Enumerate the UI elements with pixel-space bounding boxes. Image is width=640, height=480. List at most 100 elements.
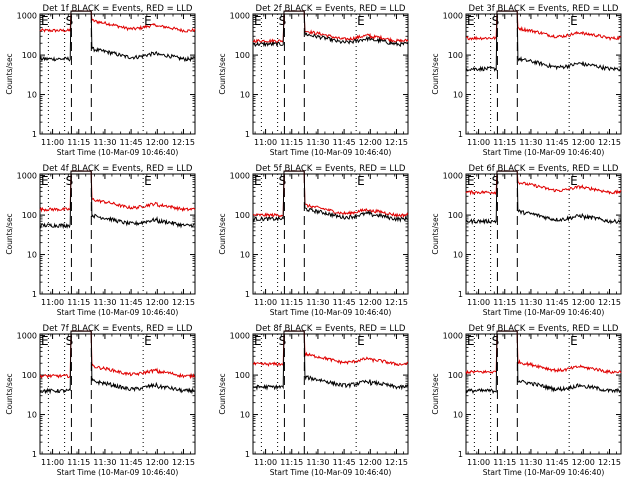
x-tick-label: 11:00 (254, 458, 277, 467)
x-tick-label: 11:00 (254, 298, 277, 307)
x-axis-label: Start Time (10-Mar-09 10:46:40) (57, 468, 179, 477)
x-tick-label: 11:00 (41, 458, 64, 467)
x-tick-label: 11:30 (93, 138, 116, 147)
x-tick-label: 11:15 (67, 138, 90, 147)
y-tick-label: 10 (453, 91, 463, 100)
y-axis-label: Counts/sec (431, 373, 440, 414)
y-tick-label: 1000 (443, 172, 463, 181)
panel-title: Det 2f BLACK = Events, RED = LLD (256, 4, 406, 14)
end-marker-label: E (357, 334, 365, 348)
detector-panel-3: Det 3f BLACK = Events, RED = LLD Counts/s… (431, 4, 622, 157)
y-axis-label: Counts/sec (5, 53, 14, 94)
x-tick-label: 12:15 (172, 298, 195, 307)
y-axis-label: Counts/sec (218, 373, 227, 414)
end-marker-label: E (570, 14, 578, 28)
y-tick-label: 100 (448, 211, 463, 220)
panel-title: Det 4f BLACK = Events, RED = LLD (43, 164, 193, 174)
x-tick-label: 11:30 (519, 298, 542, 307)
start-marker-label: S (66, 174, 74, 188)
plot-frame (39, 333, 196, 455)
y-tick-label: 100 (235, 211, 250, 220)
x-tick-label: 12:15 (385, 138, 408, 147)
detector-panel-8: Det 8f BLACK = Events, RED = LLD Counts/s… (218, 324, 409, 477)
x-tick-label: 11:45 (333, 458, 356, 467)
x-tick-label: 11:30 (519, 138, 542, 147)
y-tick-label: 1 (32, 130, 37, 139)
events-series-line (465, 10, 622, 73)
y-tick-label: 1000 (17, 12, 37, 21)
x-tick-label: 11:15 (493, 138, 516, 147)
x-tick-label: 11:45 (546, 458, 569, 467)
x-tick-label: 11:00 (467, 298, 490, 307)
events-series-line (252, 170, 409, 223)
lld-series-line (39, 170, 196, 213)
x-tick-label: 11:15 (493, 298, 516, 307)
lld-series-line (252, 330, 409, 367)
corner-marker-label: E (254, 14, 262, 28)
y-tick-label: 100 (448, 371, 463, 380)
x-tick-label: 11:45 (120, 298, 143, 307)
y-tick-label: 10 (240, 251, 250, 260)
corner-marker-label: E (467, 174, 475, 188)
y-tick-label: 10 (453, 251, 463, 260)
plot-frame (252, 173, 409, 295)
end-marker-label: E (570, 334, 578, 348)
corner-marker-label: E (41, 14, 49, 28)
x-tick-label: 12:00 (572, 138, 595, 147)
y-tick-label: 100 (22, 51, 37, 60)
detector-panel-6: Det 6f BLACK = Events, RED = LLD Counts/s… (431, 164, 622, 317)
x-tick-label: 11:00 (41, 298, 64, 307)
x-tick-label: 11:45 (333, 298, 356, 307)
plot-frame (465, 173, 622, 295)
panel-title: Det 1f BLACK = Events, RED = LLD (43, 4, 193, 14)
x-tick-label: 11:30 (93, 298, 116, 307)
x-tick-label: 11:30 (306, 138, 329, 147)
x-tick-label: 11:15 (280, 458, 303, 467)
x-tick-label: 12:00 (359, 458, 382, 467)
x-tick-label: 11:30 (519, 458, 542, 467)
end-marker-label: E (570, 174, 578, 188)
panel-title: Det 7f BLACK = Events, RED = LLD (43, 324, 193, 334)
events-series-line (465, 330, 622, 395)
y-tick-label: 100 (22, 211, 37, 220)
y-tick-label: 100 (235, 371, 250, 380)
y-axis-label: Counts/sec (5, 373, 14, 414)
x-tick-label: 11:00 (467, 458, 490, 467)
y-tick-label: 10 (453, 411, 463, 420)
y-tick-label: 1 (245, 130, 250, 139)
panel-title: Det 9f BLACK = Events, RED = LLD (469, 324, 619, 334)
y-tick-label: 100 (22, 371, 37, 380)
x-tick-label: 12:00 (146, 298, 169, 307)
lld-series-line (465, 170, 622, 196)
detector-panel-9: Det 9f BLACK = Events, RED = LLD Counts/s… (431, 324, 622, 477)
lld-series-line (252, 10, 409, 44)
x-tick-label: 12:15 (172, 458, 195, 467)
corner-marker-label: E (41, 174, 49, 188)
panel-title: Det 3f BLACK = Events, RED = LLD (469, 4, 619, 14)
x-tick-label: 12:15 (385, 298, 408, 307)
corner-marker-label: E (467, 14, 475, 28)
y-tick-label: 1 (245, 290, 250, 299)
x-tick-label: 12:15 (172, 138, 195, 147)
y-tick-label: 1000 (230, 12, 250, 21)
y-tick-label: 1 (32, 450, 37, 459)
start-marker-label: S (492, 174, 500, 188)
y-tick-label: 1000 (443, 12, 463, 21)
x-tick-label: 12:00 (572, 458, 595, 467)
corner-marker-label: E (254, 174, 262, 188)
y-tick-label: 1 (458, 130, 463, 139)
x-tick-label: 11:00 (254, 138, 277, 147)
detector-panel-1: Det 1f BLACK = Events, RED = LLD Counts/s… (5, 4, 196, 157)
y-axis-label: Counts/sec (5, 213, 14, 254)
x-tick-label: 11:45 (120, 458, 143, 467)
lld-series-line (39, 10, 196, 33)
start-marker-label: S (66, 14, 74, 28)
plot-frame (465, 13, 622, 135)
detector-panel-5: Det 5f BLACK = Events, RED = LLD Counts/s… (218, 164, 409, 317)
plot-frame (252, 333, 409, 455)
start-marker-label: S (492, 14, 500, 28)
y-tick-label: 10 (27, 91, 37, 100)
y-axis-label: Counts/sec (218, 213, 227, 254)
end-marker-label: E (144, 14, 152, 28)
x-tick-label: 11:15 (280, 298, 303, 307)
